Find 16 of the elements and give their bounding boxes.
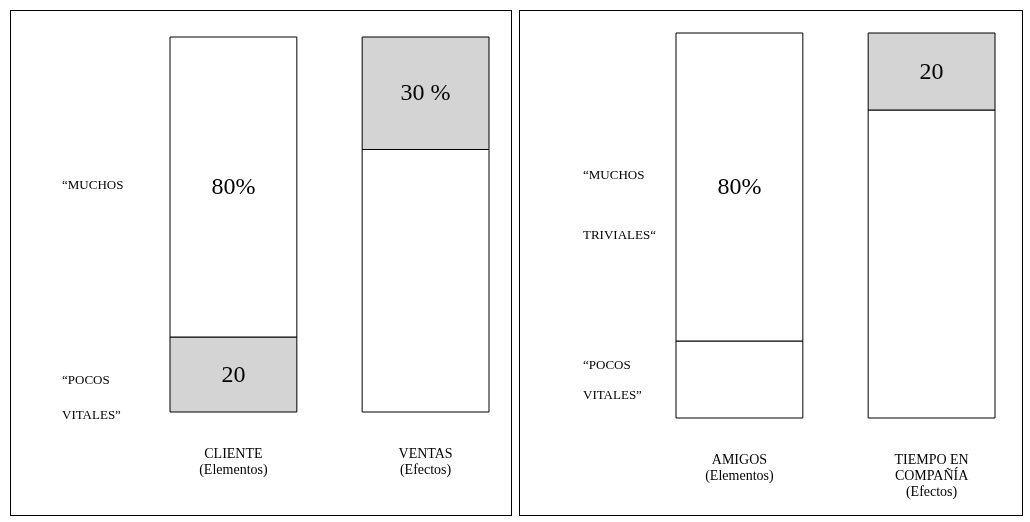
data-label: 80% [717,173,762,199]
x-tick-label: CLIENTE (Elementos) [199,445,268,478]
text: VITALES” [62,407,122,422]
data-label: 30 % [400,79,451,106]
text: “POCOS [583,357,631,372]
text: “MUCHOS [62,177,124,192]
x-tick-label: VENTAS (Efectos) [398,445,453,478]
data-label: 20 [919,57,944,84]
data-label: 20 [221,360,246,387]
x-tick-label: TIEMPO EN COMPAÑÍA (Efectos) [894,451,970,500]
text: “POCOS [62,372,110,387]
text: VITALES” [583,387,643,402]
data-label: 80% [211,173,256,199]
x-tick-label: AMIGOS (Elementos) [705,451,774,484]
annotation: TRIVIALES“ [583,227,657,242]
annotation: “MUCHOS [583,167,645,182]
